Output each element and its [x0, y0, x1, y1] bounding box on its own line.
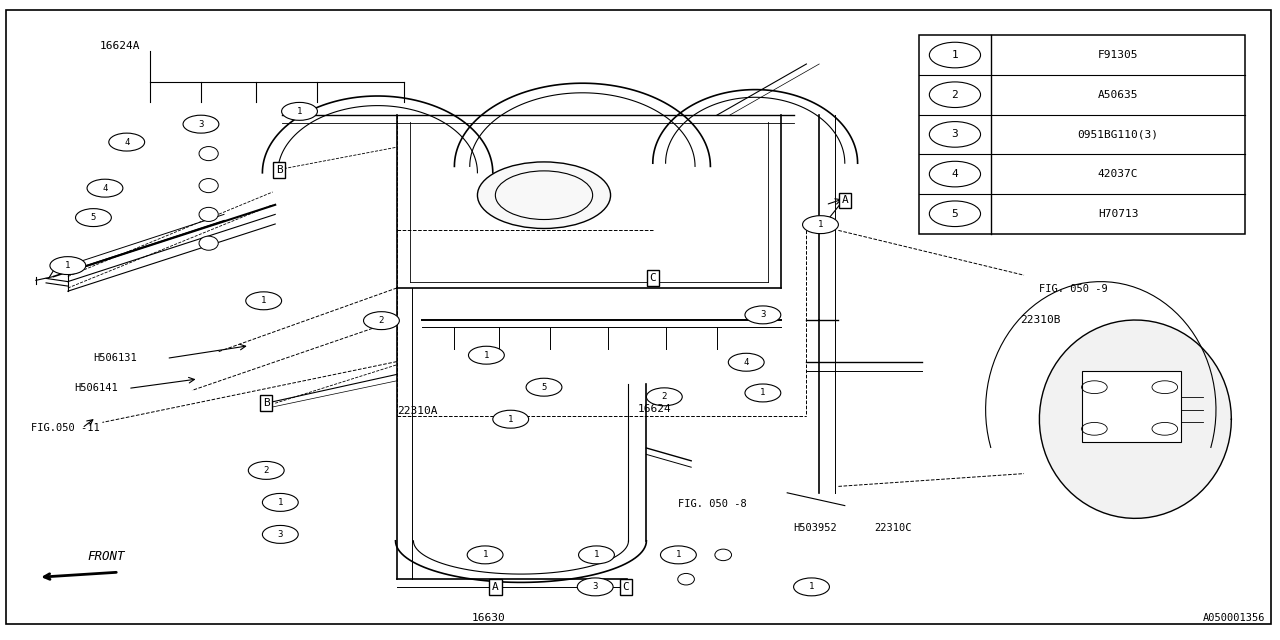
- Text: 1: 1: [951, 50, 959, 60]
- Text: H506141: H506141: [74, 383, 118, 394]
- Text: H506131: H506131: [93, 353, 137, 364]
- Text: 3: 3: [593, 582, 598, 591]
- Bar: [1082, 371, 1181, 442]
- Text: A50635: A50635: [1098, 90, 1138, 100]
- Text: 4: 4: [951, 169, 959, 179]
- Polygon shape: [1039, 320, 1231, 518]
- Circle shape: [794, 578, 829, 596]
- Text: 16624: 16624: [637, 404, 671, 414]
- Text: 3: 3: [198, 120, 204, 129]
- Text: 3: 3: [760, 310, 765, 319]
- Circle shape: [929, 42, 980, 68]
- Text: 22310B: 22310B: [1020, 315, 1061, 325]
- Text: 1: 1: [484, 351, 489, 360]
- Circle shape: [87, 179, 123, 197]
- Text: 3: 3: [278, 530, 283, 539]
- Text: C: C: [622, 582, 630, 592]
- Text: 22310C: 22310C: [874, 523, 911, 533]
- Text: 1: 1: [818, 220, 823, 229]
- Bar: [919, 35, 1245, 234]
- Circle shape: [929, 122, 980, 147]
- Text: FIG. 050 -9: FIG. 050 -9: [1039, 284, 1108, 294]
- Text: 1: 1: [760, 388, 765, 397]
- Circle shape: [728, 353, 764, 371]
- Text: 0951BG110(3): 0951BG110(3): [1078, 129, 1158, 140]
- Text: H503952: H503952: [794, 523, 837, 533]
- Text: 1: 1: [483, 550, 488, 559]
- Circle shape: [577, 578, 613, 596]
- Circle shape: [745, 384, 781, 402]
- Text: FIG. 050 -8: FIG. 050 -8: [678, 499, 748, 509]
- Circle shape: [262, 493, 298, 511]
- Text: A050001356: A050001356: [1203, 612, 1266, 623]
- Circle shape: [929, 201, 980, 227]
- Text: 16630: 16630: [472, 612, 506, 623]
- Text: 2: 2: [379, 316, 384, 325]
- Text: C: C: [649, 273, 657, 283]
- Text: A: A: [841, 195, 849, 205]
- Text: FRONT: FRONT: [87, 550, 124, 563]
- Circle shape: [50, 257, 86, 275]
- Ellipse shape: [200, 147, 218, 161]
- Text: 2: 2: [662, 392, 667, 401]
- Circle shape: [262, 525, 298, 543]
- Ellipse shape: [714, 549, 732, 561]
- Text: 22310A: 22310A: [397, 406, 438, 416]
- Ellipse shape: [200, 179, 218, 193]
- Circle shape: [745, 306, 781, 324]
- Text: FIG.050 -11: FIG.050 -11: [31, 423, 100, 433]
- Circle shape: [183, 115, 219, 133]
- Text: 5: 5: [541, 383, 547, 392]
- Circle shape: [109, 133, 145, 151]
- Text: 4: 4: [744, 358, 749, 367]
- Circle shape: [929, 82, 980, 108]
- Circle shape: [493, 410, 529, 428]
- Circle shape: [526, 378, 562, 396]
- Text: 3: 3: [951, 129, 959, 140]
- Circle shape: [660, 546, 696, 564]
- Text: 1: 1: [261, 296, 266, 305]
- Circle shape: [579, 546, 614, 564]
- Text: 2: 2: [264, 466, 269, 475]
- Text: 1: 1: [297, 107, 302, 116]
- Circle shape: [76, 209, 111, 227]
- Text: 1: 1: [508, 415, 513, 424]
- Ellipse shape: [200, 207, 218, 221]
- Circle shape: [468, 346, 504, 364]
- Circle shape: [803, 216, 838, 234]
- Text: 1: 1: [594, 550, 599, 559]
- Circle shape: [246, 292, 282, 310]
- Text: F91305: F91305: [1098, 50, 1138, 60]
- Text: 1: 1: [676, 550, 681, 559]
- Text: B: B: [262, 398, 270, 408]
- Circle shape: [282, 102, 317, 120]
- Text: 16624A: 16624A: [100, 41, 141, 51]
- Text: 1: 1: [278, 498, 283, 507]
- Text: 2: 2: [951, 90, 959, 100]
- Circle shape: [364, 312, 399, 330]
- Text: 5: 5: [91, 213, 96, 222]
- Circle shape: [467, 546, 503, 564]
- Circle shape: [929, 161, 980, 187]
- Text: 42037C: 42037C: [1098, 169, 1138, 179]
- Text: B: B: [275, 165, 283, 175]
- Circle shape: [646, 388, 682, 406]
- Text: 1: 1: [809, 582, 814, 591]
- Ellipse shape: [200, 117, 218, 131]
- Text: H70713: H70713: [1098, 209, 1138, 219]
- Text: 4: 4: [102, 184, 108, 193]
- Ellipse shape: [678, 573, 695, 585]
- Circle shape: [248, 461, 284, 479]
- Ellipse shape: [200, 236, 218, 250]
- Text: A: A: [492, 582, 499, 592]
- Text: 4: 4: [124, 138, 129, 147]
- Text: 5: 5: [951, 209, 959, 219]
- Circle shape: [477, 162, 611, 228]
- Text: 1: 1: [65, 261, 70, 270]
